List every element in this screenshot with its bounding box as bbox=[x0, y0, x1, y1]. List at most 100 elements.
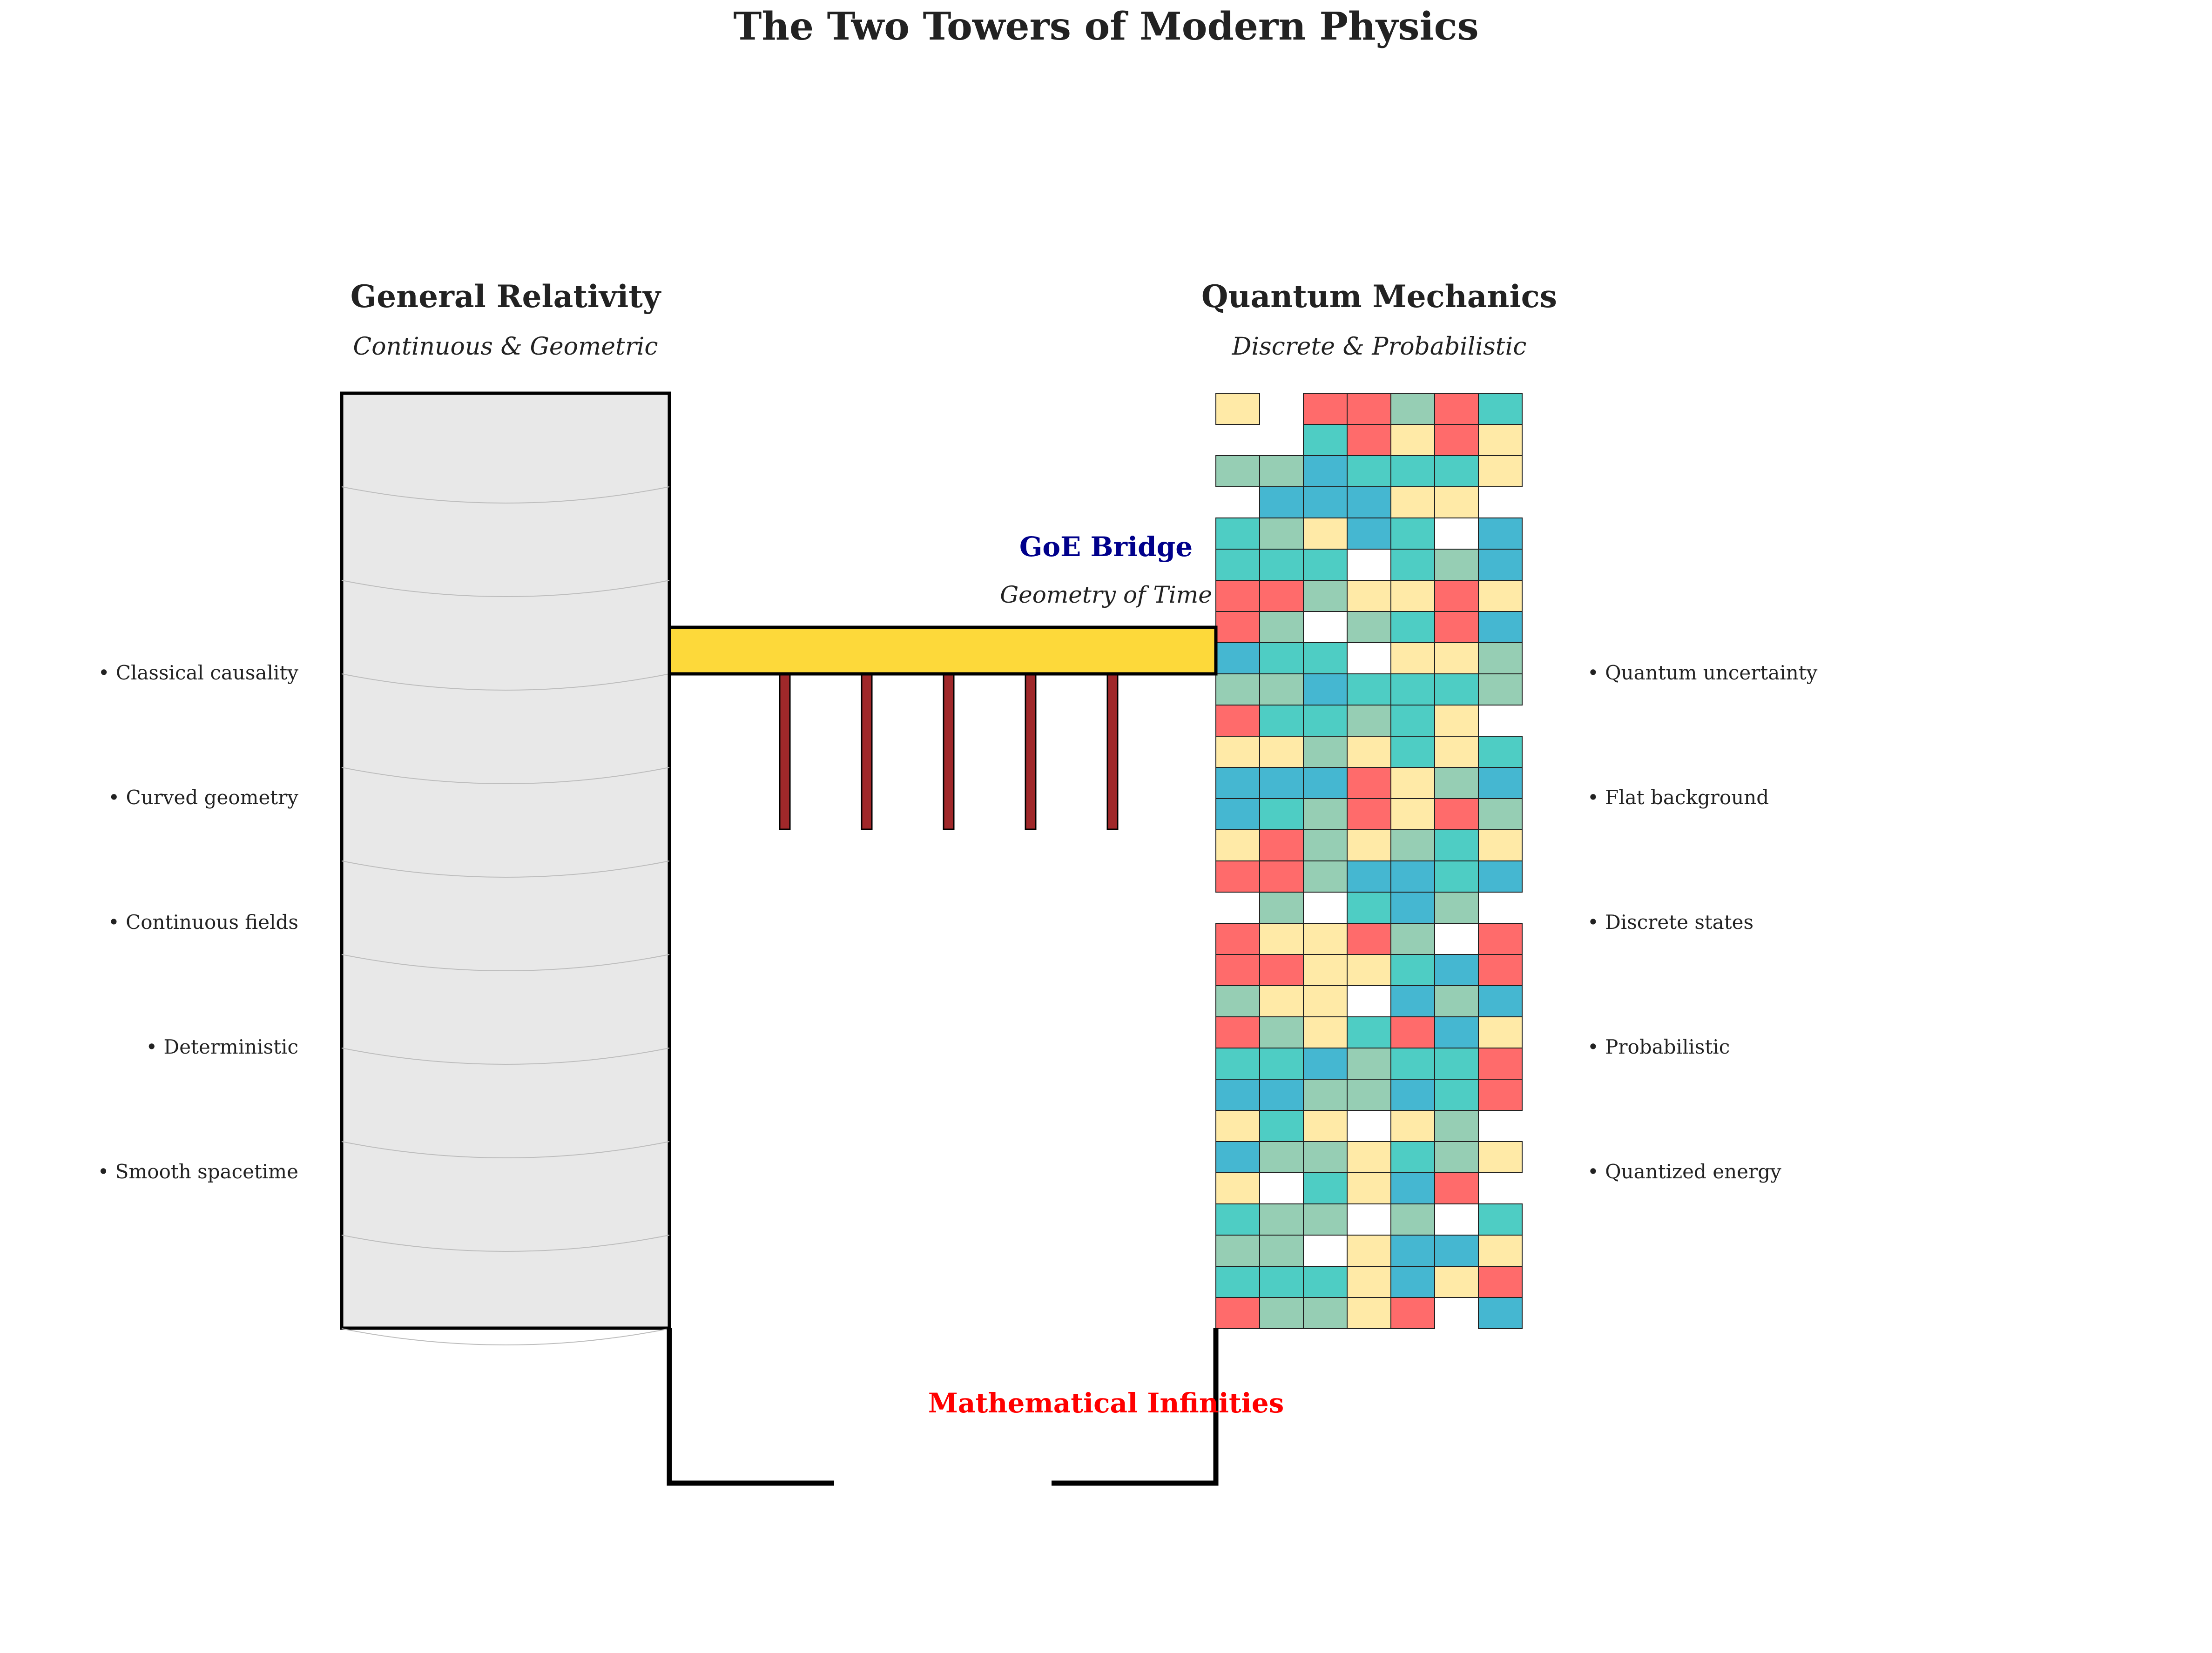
quantum-cell bbox=[1390, 985, 1435, 1017]
quantum-cell bbox=[1303, 705, 1348, 737]
quantum-cell bbox=[1259, 1203, 1304, 1236]
quantum-cell bbox=[1215, 673, 1260, 706]
quantum-cell bbox=[1347, 1172, 1391, 1204]
quantum-cell bbox=[1259, 1235, 1304, 1267]
quantum-cell bbox=[1303, 985, 1348, 1017]
quantum-cell bbox=[1303, 1266, 1348, 1298]
quantum-cell bbox=[1303, 1016, 1348, 1048]
quantum-cell bbox=[1347, 673, 1391, 706]
quantum-cell bbox=[1347, 1297, 1391, 1329]
quantum-grid bbox=[1215, 393, 1523, 1329]
quantum-cell bbox=[1478, 1235, 1523, 1267]
quantum-cell bbox=[1215, 1172, 1260, 1204]
quantum-cell bbox=[1434, 985, 1479, 1017]
spacetime-curve bbox=[341, 1141, 670, 1158]
spacetime-curves bbox=[341, 486, 670, 1345]
quantum-cell bbox=[1215, 1016, 1260, 1048]
quantum-cell bbox=[1434, 923, 1479, 955]
quantum-cell bbox=[1434, 1203, 1479, 1236]
quantum-cell bbox=[1390, 486, 1435, 518]
quantum-cell bbox=[1478, 549, 1523, 581]
quantum-cell bbox=[1259, 736, 1304, 768]
quantum-cell bbox=[1478, 1016, 1523, 1048]
quantum-cell bbox=[1390, 1016, 1435, 1048]
spacetime-curve bbox=[341, 1235, 670, 1252]
quantum-cell bbox=[1478, 1266, 1523, 1298]
quantum-cell bbox=[1347, 1110, 1391, 1142]
quantum-cell bbox=[1215, 860, 1260, 893]
quantum-cell bbox=[1347, 1266, 1391, 1298]
quantum-cell bbox=[1215, 798, 1260, 830]
quantum-cell bbox=[1390, 1079, 1435, 1111]
quantum-cell bbox=[1390, 705, 1435, 737]
quantum-cell bbox=[1215, 923, 1260, 955]
quantum-cell bbox=[1215, 1079, 1260, 1111]
quantum-cell bbox=[1303, 424, 1348, 456]
right-property-3: • Discrete states bbox=[1587, 911, 1753, 934]
quantum-cell bbox=[1259, 673, 1304, 706]
quantum-cell bbox=[1303, 798, 1348, 830]
quantum-cell bbox=[1259, 705, 1304, 737]
quantum-cell bbox=[1347, 954, 1391, 986]
quantum-cell bbox=[1303, 393, 1348, 425]
quantum-cell bbox=[1390, 455, 1435, 487]
quantum-cell bbox=[1434, 705, 1479, 737]
infinity-gap: Mathematical Infinities bbox=[667, 1328, 1284, 1486]
quantum-cell bbox=[1434, 455, 1479, 487]
quantum-cell bbox=[1347, 549, 1391, 581]
left-property-4: • Deterministic bbox=[146, 1035, 298, 1058]
quantum-cell bbox=[1303, 1110, 1348, 1142]
quantum-cell bbox=[1390, 424, 1435, 456]
quantum-cell bbox=[1347, 393, 1391, 425]
left-tower-body bbox=[340, 391, 671, 1330]
quantum-cell bbox=[1259, 1141, 1304, 1173]
quantum-cell bbox=[1303, 892, 1348, 924]
quantum-cell bbox=[1390, 517, 1435, 550]
quantum-cell bbox=[1215, 1235, 1260, 1267]
quantum-cell bbox=[1259, 985, 1304, 1017]
bridge-support bbox=[779, 669, 791, 830]
quantum-cell bbox=[1478, 424, 1523, 456]
quantum-cell bbox=[1303, 1048, 1348, 1080]
quantum-cell bbox=[1303, 736, 1348, 768]
quantum-cell bbox=[1434, 486, 1479, 518]
quantum-cell bbox=[1390, 1110, 1435, 1142]
quantum-cell bbox=[1347, 767, 1391, 799]
right-property-4: • Probabilistic bbox=[1587, 1035, 1730, 1058]
quantum-cell bbox=[1215, 580, 1260, 612]
quantum-cell bbox=[1303, 486, 1348, 518]
quantum-cell bbox=[1347, 1141, 1391, 1173]
quantum-cell bbox=[1390, 829, 1435, 861]
quantum-cell bbox=[1347, 985, 1391, 1017]
quantum-cell bbox=[1390, 1235, 1435, 1267]
quantum-cell bbox=[1303, 1235, 1348, 1267]
right-tower: Quantum Mechanics Discrete & Probabilist… bbox=[1201, 278, 1818, 1329]
quantum-cell bbox=[1347, 517, 1391, 550]
quantum-cell bbox=[1259, 860, 1304, 893]
quantum-cell bbox=[1303, 923, 1348, 955]
quantum-cell bbox=[1259, 1110, 1304, 1142]
quantum-cell bbox=[1303, 549, 1348, 581]
quantum-cell bbox=[1215, 736, 1260, 768]
right-property-1: • Quantum uncertainty bbox=[1587, 661, 1818, 684]
quantum-cell bbox=[1390, 892, 1435, 924]
quantum-cell bbox=[1390, 673, 1435, 706]
quantum-cell bbox=[1259, 798, 1304, 830]
right-tower-properties: • Quantum uncertainty • Flat background … bbox=[1587, 661, 1818, 1183]
quantum-cell bbox=[1347, 798, 1391, 830]
quantum-cell bbox=[1303, 829, 1348, 861]
quantum-cell bbox=[1303, 455, 1348, 487]
goe-bridge: GoE Bridge Geometry of Time bbox=[668, 531, 1218, 830]
quantum-cell bbox=[1303, 673, 1348, 706]
quantum-cell bbox=[1390, 1048, 1435, 1080]
quantum-cell bbox=[1215, 1203, 1260, 1236]
quantum-cell bbox=[1303, 1172, 1348, 1204]
quantum-cell bbox=[1259, 923, 1304, 955]
quantum-cell bbox=[1390, 1203, 1435, 1236]
quantum-cell bbox=[1434, 1079, 1479, 1111]
quantum-cell bbox=[1390, 549, 1435, 581]
quantum-cell bbox=[1215, 611, 1260, 643]
quantum-cell bbox=[1478, 736, 1523, 768]
spacetime-curve bbox=[341, 580, 670, 597]
spacetime-curve bbox=[341, 954, 670, 971]
